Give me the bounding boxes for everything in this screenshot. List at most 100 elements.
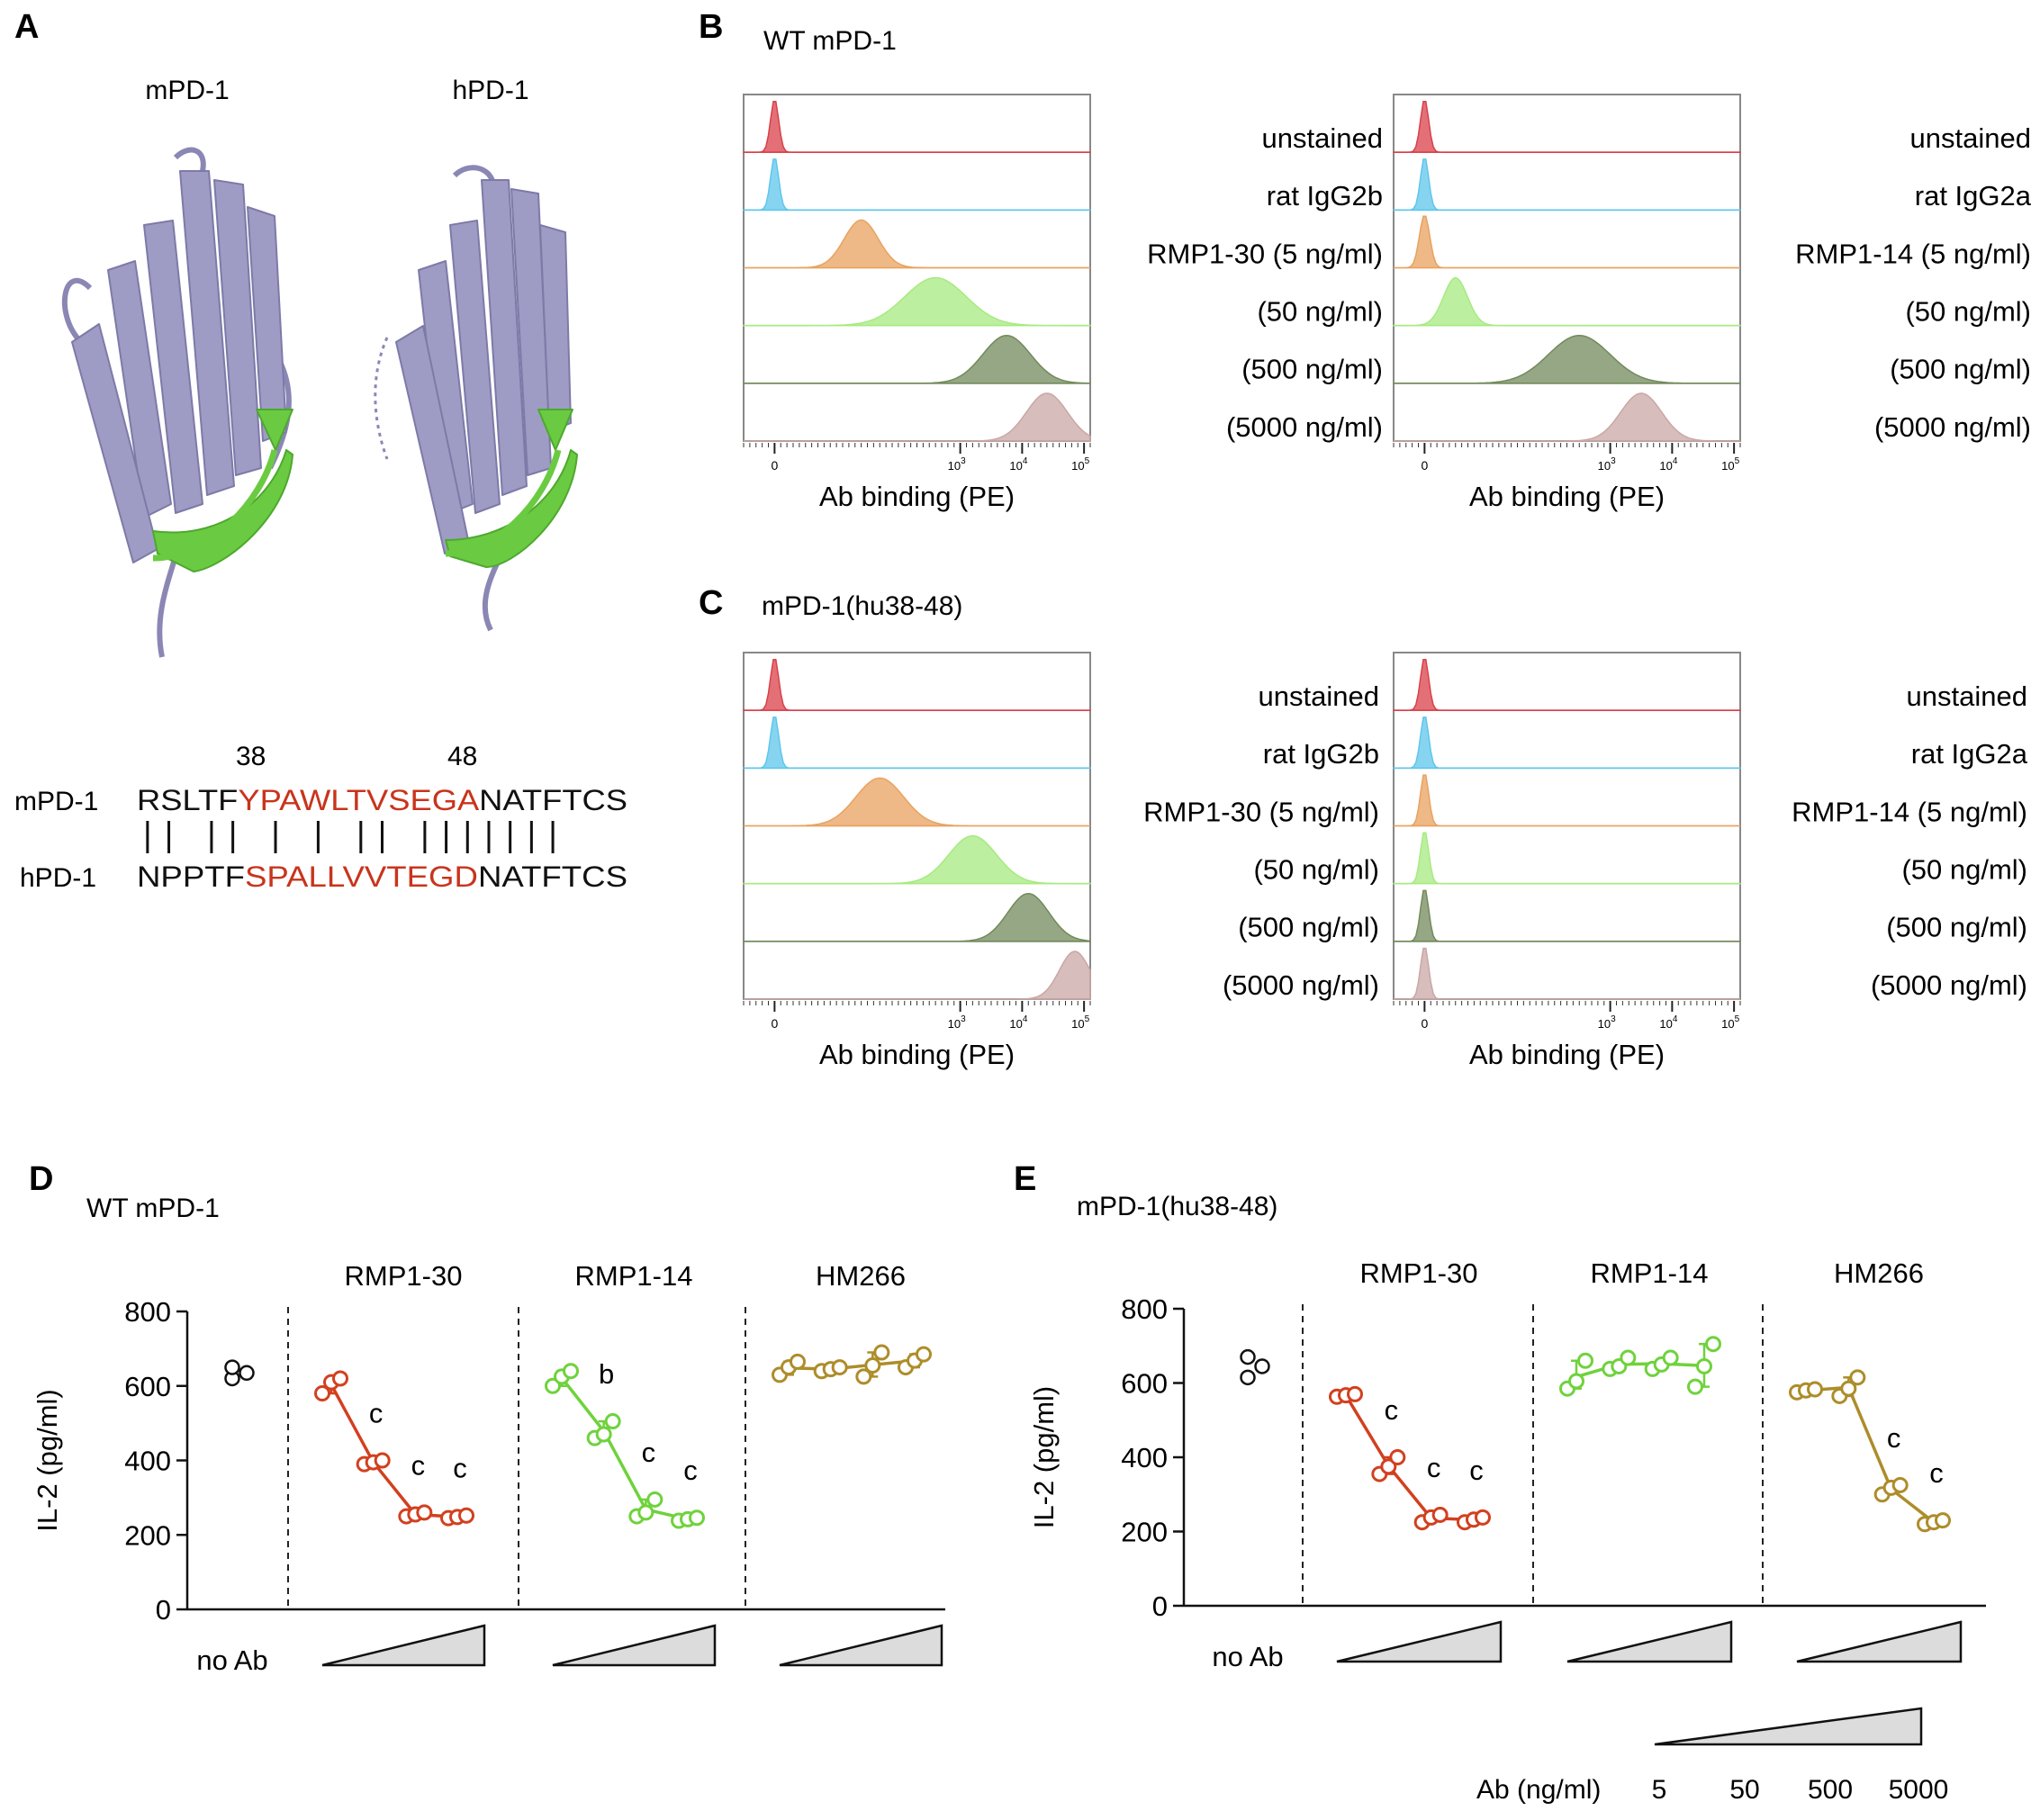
x-axis-label: Ab binding (PE) <box>819 1039 1015 1070</box>
position-label-48: 48 <box>447 742 477 771</box>
tick-base: 10 <box>948 1017 961 1031</box>
scale-key-wedge <box>1654 1707 1923 1746</box>
histogram-1 <box>743 659 1091 711</box>
histogram-5 <box>1393 889 1741 942</box>
plot-title: mPD-1(hu38-48) <box>1077 1192 1277 1221</box>
data-point <box>563 1363 579 1380</box>
sample-label: rat IgG2a <box>1915 180 2032 212</box>
tick-base: 10 <box>1721 1017 1734 1031</box>
axis-tick-label: 104 <box>1009 1014 1027 1031</box>
tick-base: 10 <box>1659 459 1672 473</box>
histogram-5 <box>743 334 1091 384</box>
mean-line <box>1805 1385 1936 1524</box>
data-point <box>1475 1509 1491 1526</box>
axis-tick-label: 105 <box>1721 456 1739 473</box>
significance-label: c <box>683 1455 698 1486</box>
histogram-3 <box>1394 215 1740 269</box>
histogram-1 <box>743 101 1091 153</box>
data-point-no-ab <box>239 1365 255 1382</box>
sample-label: (500 ng/ml) <box>1238 912 1379 943</box>
histogram-4 <box>1393 832 1741 885</box>
significance-label: c <box>642 1437 656 1468</box>
data-point <box>864 1356 881 1374</box>
axis-tick-label: 0 <box>771 458 778 473</box>
alignment-match-bars <box>146 821 555 853</box>
flow-plot-c-rmp1-14: unstained rat IgG2a RMP1-14 (5 ng/ml) (50 n… <box>1393 652 2028 1070</box>
y-tick-label: 800 <box>124 1296 171 1328</box>
concentration-wedge <box>779 1624 943 1667</box>
sample-label: (500 ng/ml) <box>1890 354 2031 385</box>
axis-tick-label: 104 <box>1009 456 1027 473</box>
panel-letter-b: B <box>699 8 723 46</box>
data-point <box>595 1426 612 1443</box>
significance-label: c <box>1469 1455 1484 1486</box>
group-label: HM266 <box>1834 1257 1924 1289</box>
tick-exponent: 4 <box>1023 456 1028 466</box>
tick-base: 10 <box>1009 459 1022 473</box>
sample-label: (5000 ng/ml) <box>1874 411 2031 443</box>
hpd1-seq-pre: NPPTF <box>137 860 245 893</box>
no-ab-label: no Ab <box>1212 1641 1283 1672</box>
mpd1-sequence: RSLTF YPAWLTVSEGA NATFTCS <box>137 784 627 816</box>
tick-exponent: 3 <box>961 456 966 466</box>
data-point <box>1696 1357 1712 1374</box>
tick-exponent: 5 <box>1735 456 1740 466</box>
tick-base: 10 <box>1721 459 1734 473</box>
sample-label: rat IgG2a <box>1911 738 2028 770</box>
axis-tick-label: 103 <box>948 1014 966 1031</box>
sample-label: (5000 ng/ml) <box>1223 969 1379 1001</box>
axis-tick-label: 0 <box>1421 1016 1428 1031</box>
data-point-no-ab <box>1240 1369 1256 1386</box>
tick-exponent: 5 <box>1085 1014 1090 1024</box>
mean-line <box>788 1359 916 1371</box>
panel-letter-a: A <box>14 8 39 46</box>
data-point <box>1807 1381 1823 1398</box>
panel-b-title: WT mPD-1 <box>763 26 897 56</box>
axis-tick-label: 104 <box>1659 456 1677 473</box>
histogram-4 <box>743 276 1091 327</box>
axis-tick-label: 105 <box>1721 1014 1739 1031</box>
sample-label: unstained <box>1910 122 2031 154</box>
data-point-no-ab <box>224 1359 240 1375</box>
data-point <box>545 1377 561 1394</box>
sample-label: (5000 ng/ml) <box>1871 969 2027 1001</box>
mpd1-seq-variable: YPAWLTVSEGA <box>238 784 480 816</box>
significance-label: b <box>599 1358 614 1390</box>
flow-plot-b-rmp1-30: unstained rat IgG2b RMP1-30 (5 ng/ml) (50 n… <box>743 94 1383 512</box>
tick-exponent: 4 <box>1673 456 1678 466</box>
data-point <box>689 1509 705 1527</box>
tick-exponent: 5 <box>1085 456 1090 466</box>
sample-label: (50 ng/ml) <box>1257 296 1383 328</box>
histogram-2 <box>1393 716 1741 770</box>
antibody-scale-key: Ab (ng/ml) 5 50 500 5000 <box>1476 1707 1948 1805</box>
data-point <box>831 1359 848 1376</box>
data-point <box>1840 1380 1857 1397</box>
significance-label: c <box>1385 1394 1399 1426</box>
mpd1-seq-post: NATFTCS <box>479 784 627 816</box>
x-axis-label: Ab binding (PE) <box>819 481 1015 512</box>
data-point <box>332 1370 348 1387</box>
data-point-no-ab <box>1240 1348 1256 1365</box>
data-point <box>458 1507 474 1524</box>
tick-base: 10 <box>1071 459 1084 473</box>
group-label: RMP1-14 <box>1591 1257 1709 1289</box>
data-point <box>1662 1349 1679 1366</box>
significance-label: c <box>453 1453 467 1484</box>
data-point <box>314 1385 330 1402</box>
panel-letter-c: C <box>699 584 723 622</box>
histogram-6 <box>1394 392 1740 442</box>
histogram-2 <box>743 158 1091 212</box>
data-point <box>646 1491 663 1508</box>
histogram-5 <box>743 892 1091 942</box>
histogram-5 <box>1393 334 1741 384</box>
sample-label: unstained <box>1262 122 1383 154</box>
axis-tick-label: 103 <box>1598 1014 1616 1031</box>
axis-tick-label: 0 <box>1421 458 1428 473</box>
y-axis-label: IL-2 (pg/ml) <box>1028 1386 1060 1528</box>
data-point <box>1577 1352 1593 1369</box>
histogram-6 <box>1394 947 1740 1000</box>
histogram-3 <box>744 777 1090 827</box>
sample-label: rat IgG2b <box>1263 738 1379 770</box>
mean-line <box>1344 1394 1475 1522</box>
